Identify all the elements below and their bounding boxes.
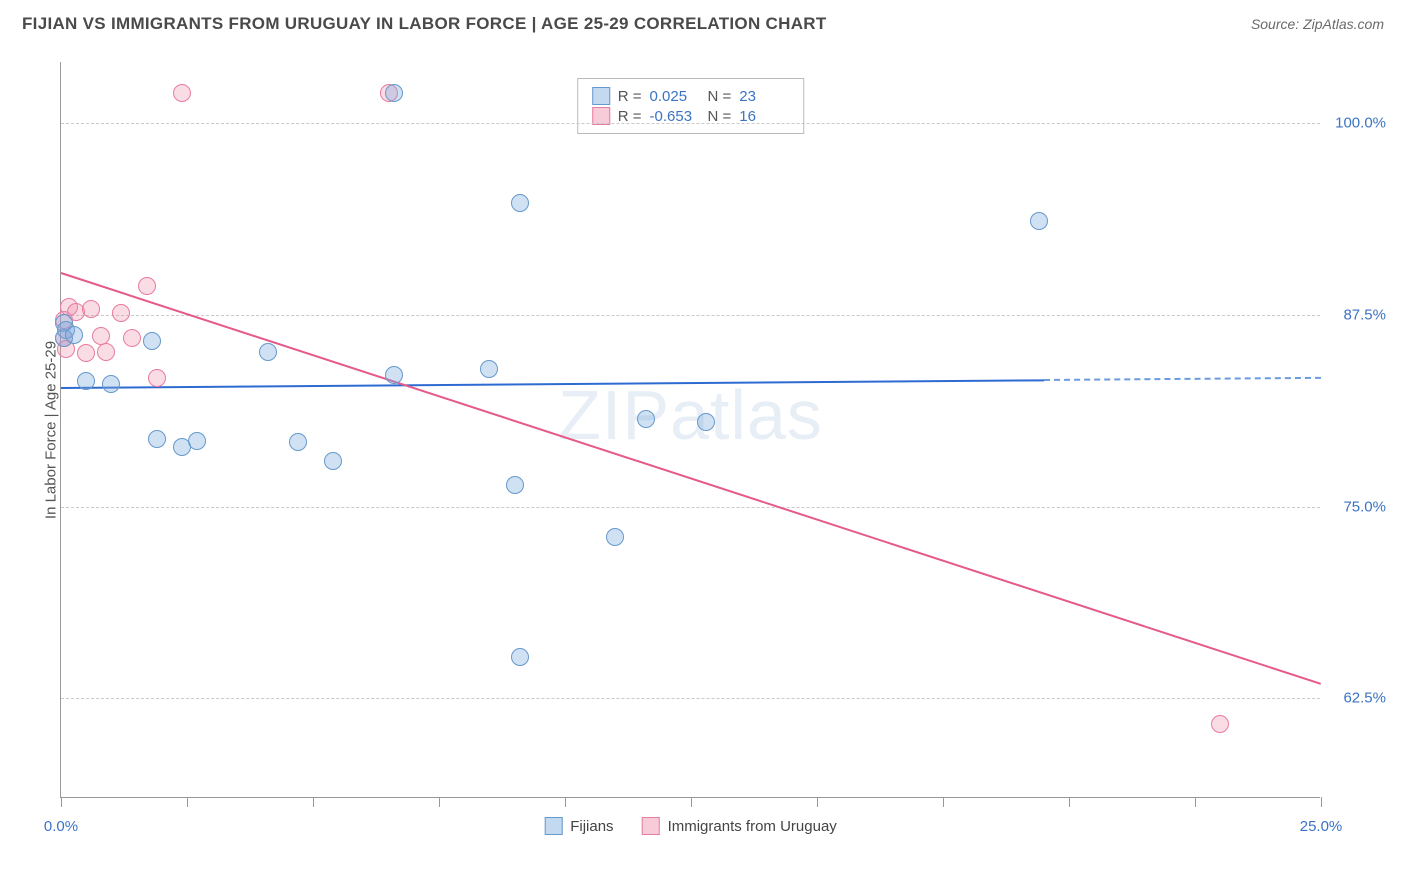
y-tick-label: 62.5% [1343, 690, 1386, 707]
y-tick-label: 100.0% [1335, 115, 1386, 132]
data-point-fijians [102, 375, 120, 393]
legend-swatch [592, 87, 610, 105]
data-point-fijians [324, 452, 342, 470]
y-tick-label: 75.0% [1343, 498, 1386, 515]
legend-series-item: Fijians [544, 817, 613, 835]
chart-container: In Labor Force | Age 25-29 ZIPatlas R = 0… [22, 48, 1384, 838]
x-tick [1069, 797, 1070, 807]
data-point-fijians [606, 528, 624, 546]
plot-area: In Labor Force | Age 25-29 ZIPatlas R =0… [60, 62, 1320, 798]
legend-swatch [544, 817, 562, 835]
legend-r-label: R = [618, 88, 642, 105]
x-tick [313, 797, 314, 807]
data-point-uruguay [123, 329, 141, 347]
x-tick-label: 25.0% [1300, 818, 1343, 835]
data-point-fijians [77, 372, 95, 390]
x-tick [943, 797, 944, 807]
data-point-uruguay [77, 344, 95, 362]
data-point-uruguay [97, 343, 115, 361]
legend-series-label: Immigrants from Uruguay [668, 818, 837, 835]
data-point-fijians [65, 326, 83, 344]
regression-line-uruguay [61, 272, 1322, 685]
data-point-fijians [506, 476, 524, 494]
data-point-fijians [697, 413, 715, 431]
legend-series-item: Immigrants from Uruguay [642, 817, 837, 835]
data-point-uruguay [1211, 715, 1229, 733]
legend-n-label: N = [708, 88, 732, 105]
data-point-uruguay [173, 84, 191, 102]
legend-r-value: 0.025 [650, 88, 700, 105]
regression-line-extension-fijians [1044, 377, 1321, 381]
data-point-fijians [637, 410, 655, 428]
data-point-fijians [385, 84, 403, 102]
data-point-fijians [511, 194, 529, 212]
x-tick [1321, 797, 1322, 807]
data-point-fijians [259, 343, 277, 361]
gridline [61, 315, 1320, 316]
data-point-uruguay [148, 369, 166, 387]
legend-correlation: R = 0.025 N = 23 R = -0.653 N = 16 [577, 78, 805, 134]
data-point-fijians [289, 433, 307, 451]
legend-correlation-row: R = -0.653 N = 16 [592, 107, 790, 125]
data-point-fijians [148, 430, 166, 448]
data-point-fijians [480, 360, 498, 378]
regression-line-fijians [61, 379, 1044, 389]
legend-n-value: 16 [739, 108, 789, 125]
legend-swatch [592, 107, 610, 125]
chart-title: FIJIAN VS IMMIGRANTS FROM URUGUAY IN LAB… [22, 14, 827, 34]
data-point-uruguay [138, 277, 156, 295]
legend-correlation-row: R = 0.025 N = 23 [592, 87, 790, 105]
data-point-fijians [511, 648, 529, 666]
legend-r-value: -0.653 [650, 108, 700, 125]
legend-n-label: N = [708, 108, 732, 125]
y-axis-label: In Labor Force | Age 25-29 [43, 340, 60, 518]
x-tick [61, 797, 62, 807]
data-point-fijians [143, 332, 161, 350]
data-point-fijians [385, 366, 403, 384]
source-attribution: Source: ZipAtlas.com [1251, 16, 1384, 32]
header: FIJIAN VS IMMIGRANTS FROM URUGUAY IN LAB… [0, 0, 1406, 42]
watermark: ZIPatlas [558, 375, 823, 455]
data-point-fijians [188, 432, 206, 450]
data-point-fijians [1030, 212, 1048, 230]
x-tick [817, 797, 818, 807]
x-tick-label: 0.0% [44, 818, 78, 835]
x-tick [1195, 797, 1196, 807]
legend-series-label: Fijians [570, 818, 613, 835]
x-tick [565, 797, 566, 807]
x-tick [439, 797, 440, 807]
legend-series: Fijians Immigrants from Uruguay [544, 817, 837, 835]
x-tick [691, 797, 692, 807]
legend-swatch [642, 817, 660, 835]
gridline [61, 507, 1320, 508]
data-point-uruguay [112, 304, 130, 322]
gridline [61, 123, 1320, 124]
gridline [61, 698, 1320, 699]
x-tick [187, 797, 188, 807]
data-point-uruguay [82, 300, 100, 318]
y-tick-label: 87.5% [1343, 307, 1386, 324]
legend-n-value: 23 [739, 88, 789, 105]
legend-r-label: R = [618, 108, 642, 125]
